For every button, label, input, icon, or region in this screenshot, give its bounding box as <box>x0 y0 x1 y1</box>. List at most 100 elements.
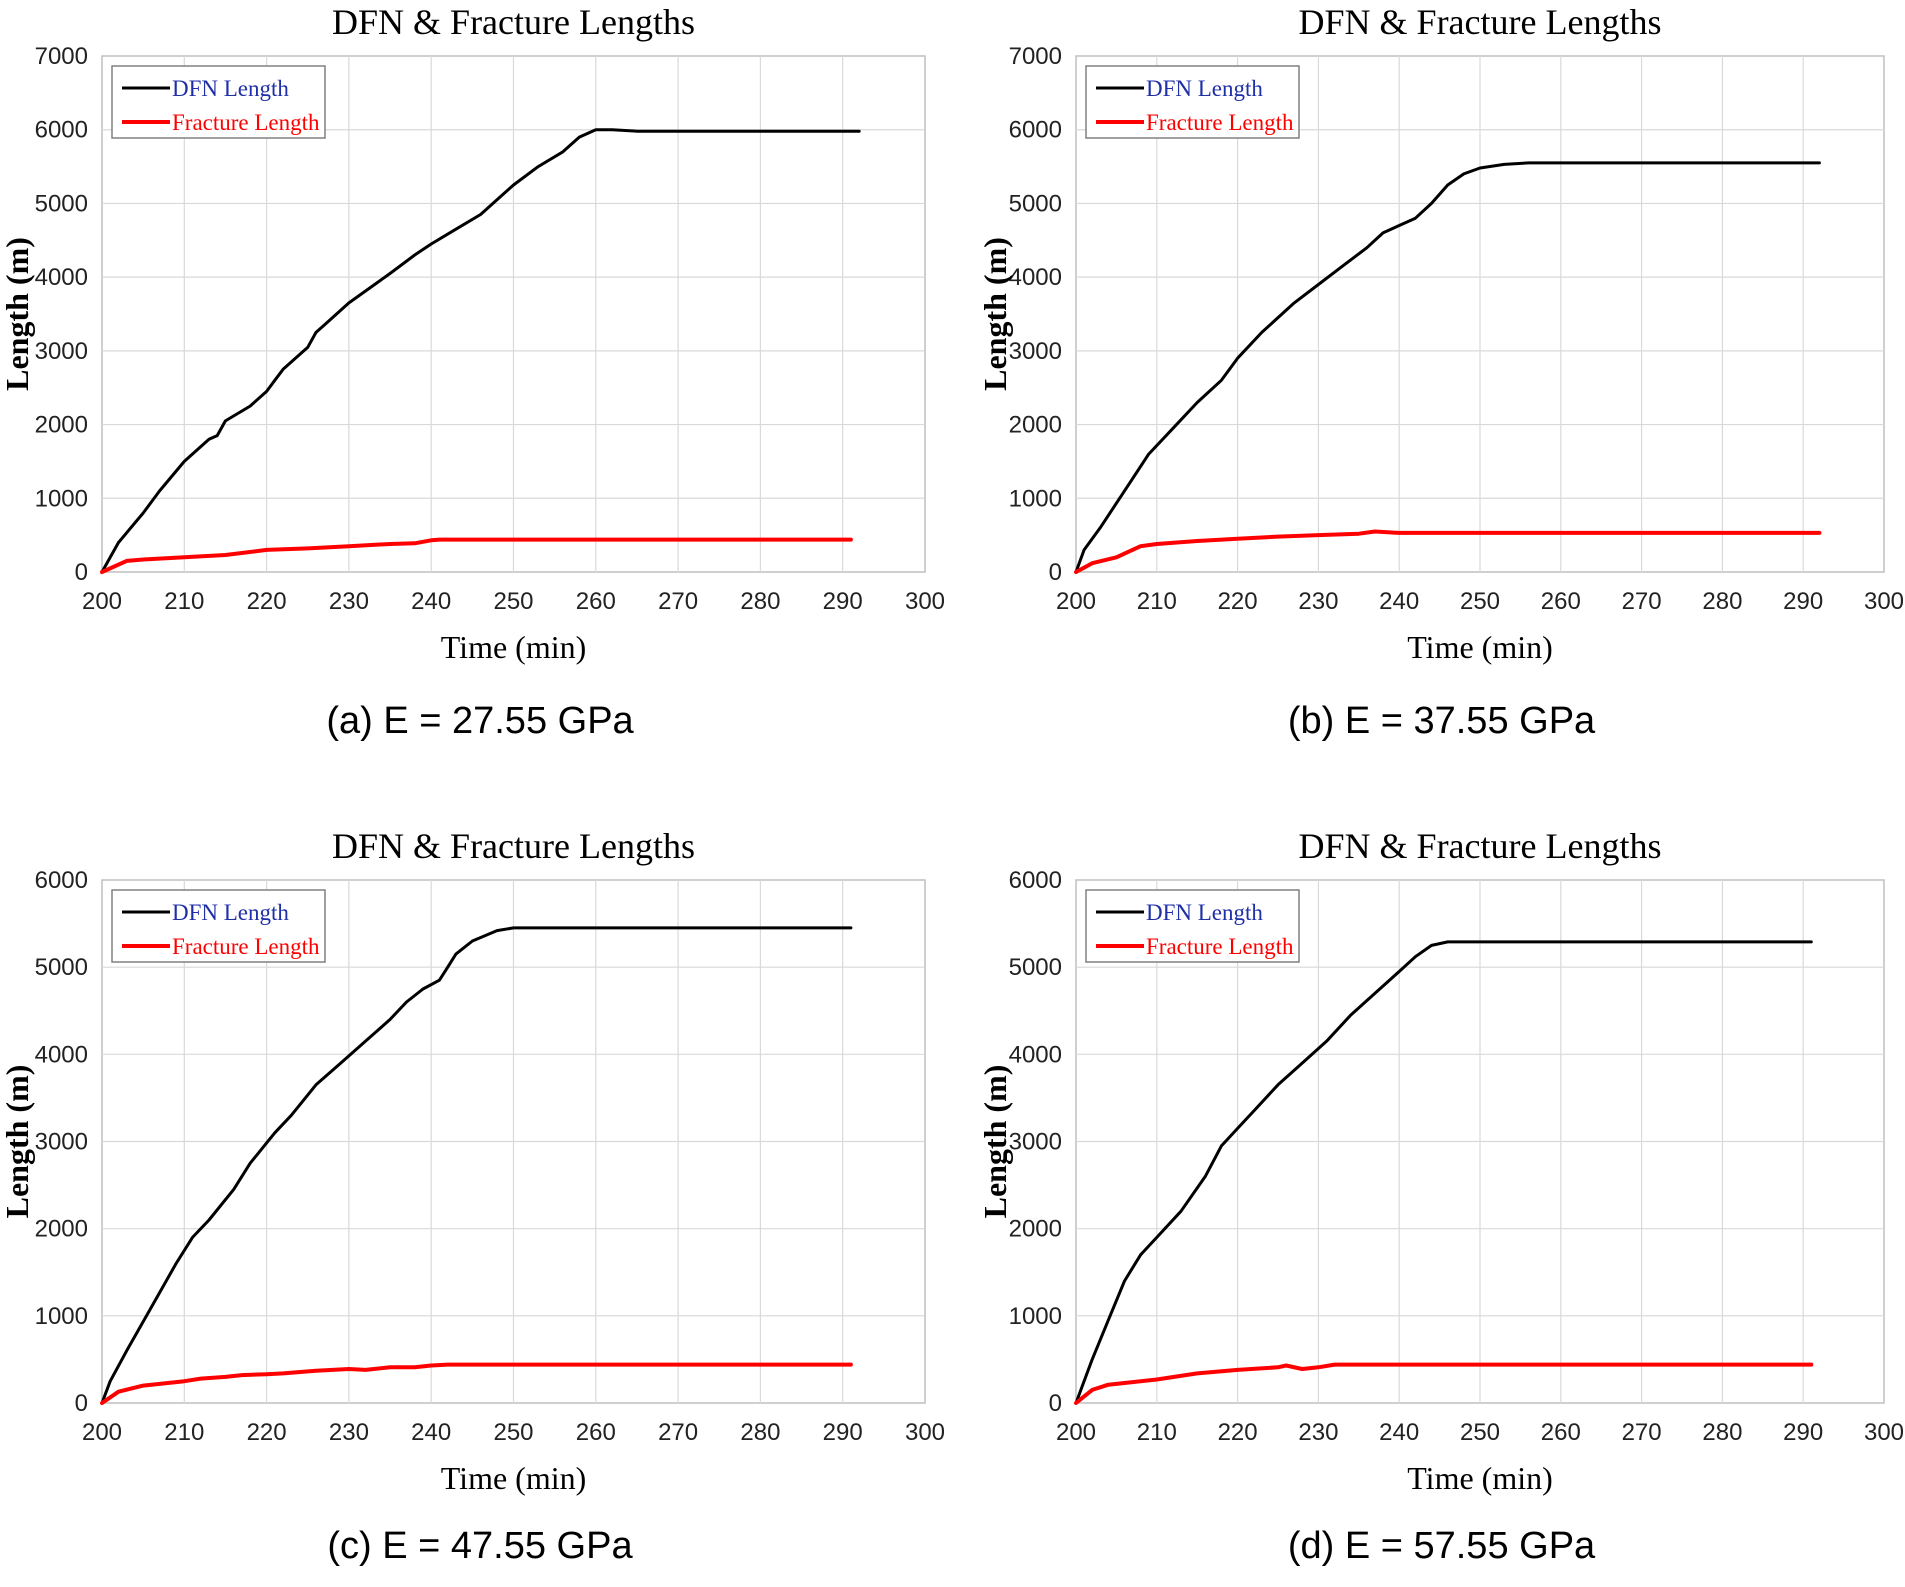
y-tick-label: 1000 <box>35 485 88 512</box>
x-tick-label: 270 <box>1622 1419 1662 1446</box>
y-tick-label: 6000 <box>35 867 88 894</box>
x-tick-label: 210 <box>164 1419 204 1446</box>
dfn-length-line <box>100 128 861 574</box>
x-tick-label: 270 <box>658 588 698 615</box>
y-tick-label: 2000 <box>1009 412 1062 439</box>
x-tick-label: 280 <box>1702 1419 1742 1446</box>
caption-a: (a) E = 27.55 GPa <box>326 700 634 742</box>
x-tick-label: 200 <box>82 1419 122 1446</box>
x-axis-label: Time (min) <box>1407 629 1553 665</box>
fracture-length-line <box>100 1362 853 1405</box>
x-tick-label: 260 <box>1541 588 1581 615</box>
x-tick-label: 280 <box>740 588 780 615</box>
x-tick-label: 260 <box>1541 1419 1581 1446</box>
x-tick-label: 300 <box>1864 588 1904 615</box>
chart-d: 200 210 220 230 240 250 260 270 280 290 3000100020… <box>977 826 1904 1496</box>
y-tick-label: 0 <box>1049 559 1062 586</box>
x-tick-label: 300 <box>905 588 945 615</box>
caption-b: (b) E = 37.55 GPa <box>1287 700 1596 742</box>
x-tick-label: 290 <box>823 1419 863 1446</box>
chart-title: DFN & Fracture Lengths <box>332 826 695 866</box>
x-axis-label: Time (min) <box>441 629 587 665</box>
legend-label-dfn: DFN Length <box>1146 900 1263 925</box>
y-tick-label: 0 <box>75 1390 88 1417</box>
y-tick-label: 6000 <box>35 117 88 144</box>
x-axis-label: Time (min) <box>1407 1460 1553 1496</box>
x-tick-label: 220 <box>1218 1419 1258 1446</box>
x-tick-label: 200 <box>82 588 122 615</box>
dfn-length-line <box>100 926 853 1405</box>
y-tick-label: 0 <box>75 559 88 586</box>
panel-a: 200 210 220 230 240 250 260 270 280 290 300 0 1000 20… <box>0 0 960 770</box>
legend-box <box>111 65 326 139</box>
x-tick-label: 200 <box>1056 588 1096 615</box>
y-tick-label: 0 <box>1049 1390 1062 1417</box>
legend-label-dfn: DFN Length <box>172 900 289 925</box>
panel-b: 200 210 220 230 240 250 260 270 280 290 300 0 1000 20… <box>977 0 1905 770</box>
x-tick-label: 230 <box>1298 588 1338 615</box>
legend-label-fracture: Fracture Length <box>172 934 320 959</box>
y-tick-label: 3000 <box>1009 1129 1062 1156</box>
y-tick-label: 5000 <box>35 190 88 217</box>
x-axis-label: Time (min) <box>441 1460 587 1496</box>
x-tick-label: 290 <box>1783 588 1823 615</box>
x-tick-label: 230 <box>1298 1419 1338 1446</box>
chart-title: DFN & Fracture Lengths <box>332 2 695 42</box>
x-tick-label: 280 <box>740 1419 780 1446</box>
x-tick-label: 270 <box>658 1419 698 1446</box>
y-tick-label: 7000 <box>1009 43 1062 70</box>
legend-label-dfn: DFN Length <box>1146 76 1263 101</box>
y-tick-label: 3000 <box>1009 338 1062 365</box>
caption-c: (c) E = 47.55 GPa <box>327 1525 633 1567</box>
x-tick-label: 220 <box>247 1419 287 1446</box>
y-tick-label: 7000 <box>35 43 88 70</box>
chart-c: 200 210 220 230 240 250 260 270 280 290 3000 1000 20… <box>0 826 945 1496</box>
caption-d: (d) E = 57.55 GPa <box>1287 1525 1596 1567</box>
y-axis-label: Length (m) <box>977 237 1013 391</box>
legend-box <box>1085 65 1300 139</box>
chart-a: 200 210 220 230 240 250 260 270 280 290 3000100020… <box>0 2 945 665</box>
y-tick-label: 4000 <box>35 264 88 291</box>
x-tick-label: 250 <box>493 588 533 615</box>
legend-label-fracture: Fracture Length <box>1146 110 1294 135</box>
fracture-length-line <box>1074 1362 1814 1405</box>
y-tick-label: 3000 <box>35 338 88 365</box>
y-tick-label: 6000 <box>1009 117 1062 144</box>
legend-label-fracture: Fracture Length <box>1146 934 1294 959</box>
dfn-length-line <box>1074 940 1813 1405</box>
legend-label-dfn: DFN Length <box>172 76 289 101</box>
y-tick-label: 2000 <box>35 1216 88 1243</box>
legend-box <box>1085 889 1300 963</box>
x-tick-label: 250 <box>493 1419 533 1446</box>
x-tick-label: 240 <box>1379 588 1419 615</box>
x-tick-label: 290 <box>1783 1419 1823 1446</box>
chart-title: DFN & Fracture Lengths <box>1299 826 1662 866</box>
panel-c: 200 210 220 230 240 250 260 270 280 290 300 0 1000 20… <box>0 810 960 1587</box>
x-tick-label: 260 <box>576 1419 616 1446</box>
x-tick-label: 230 <box>329 1419 369 1446</box>
x-tick-label: 270 <box>1622 588 1662 615</box>
y-tick-label: 2000 <box>1009 1216 1062 1243</box>
x-tick-label: 220 <box>247 588 287 615</box>
legend-label-fracture: Fracture Length <box>172 110 320 135</box>
y-tick-label: 1000 <box>1009 1303 1062 1330</box>
y-tick-label: 3000 <box>35 1129 88 1156</box>
x-tick-label: 210 <box>1137 1419 1177 1446</box>
x-tick-label: 210 <box>1137 588 1177 615</box>
x-tick-label: 200 <box>1056 1419 1096 1446</box>
y-tick-label: 5000 <box>1009 190 1062 217</box>
x-tick-label: 250 <box>1460 588 1500 615</box>
fracture-length-line <box>100 537 853 574</box>
y-tick-label: 5000 <box>1009 954 1062 981</box>
y-axis-label: Length (m) <box>0 1065 35 1219</box>
legend-box <box>111 889 326 963</box>
x-tick-label: 210 <box>164 588 204 615</box>
y-tick-label: 2000 <box>35 412 88 439</box>
y-tick-label: 5000 <box>35 954 88 981</box>
y-axis-label: Length (m) <box>0 237 35 391</box>
x-tick-label: 240 <box>411 1419 451 1446</box>
x-tick-label: 260 <box>576 588 616 615</box>
y-tick-label: 1000 <box>35 1303 88 1330</box>
x-tick-label: 230 <box>329 588 369 615</box>
